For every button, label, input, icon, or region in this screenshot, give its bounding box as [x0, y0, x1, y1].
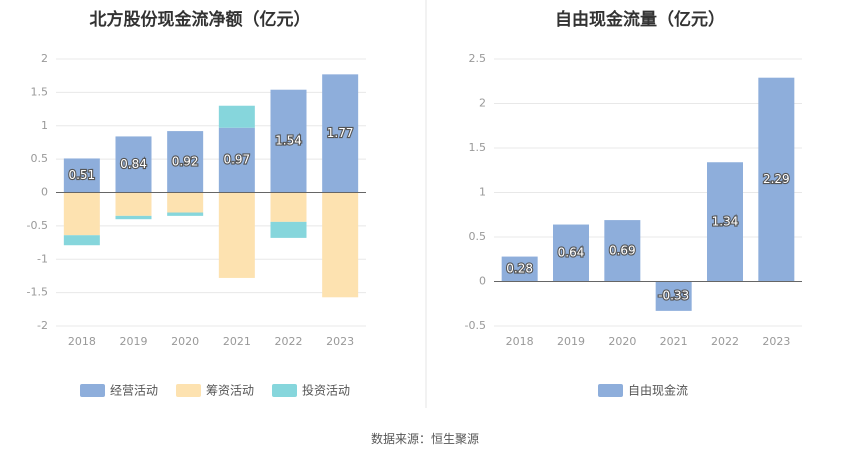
legend-swatch: [80, 384, 105, 397]
data-label: 0.84: [120, 157, 147, 171]
legend-label: 自由现金流: [628, 383, 688, 398]
y-tick-label: 1.5: [469, 141, 487, 154]
legend-swatch: [176, 384, 201, 397]
y-tick-label: 1: [479, 186, 486, 199]
data-label: 0.64: [558, 246, 585, 260]
bar-经营活动-2022: [270, 89, 307, 193]
bar-自由现金流-2022: [707, 162, 743, 282]
x-tick-label: 2018: [68, 335, 96, 348]
legend-label: 筹资活动: [206, 384, 254, 398]
cashflow-net-chart: 北方股份现金流净额（亿元） 2 1.5 1 0.5 0 -0.5 -1 -1.5 -2 0.51 20…: [27, 9, 366, 398]
y-tick-label: 0: [479, 275, 486, 288]
bar-筹资活动-2023: [322, 192, 359, 298]
y-tick-label: 2.5: [469, 52, 487, 65]
y-tick-label: -0.5: [465, 319, 486, 332]
bar-自由现金流-2018: [501, 256, 538, 282]
y-tick-label: 0.5: [469, 230, 487, 243]
chart-title: 北方股份现金流净额（亿元）: [90, 9, 311, 30]
x-tick-label: 2021: [660, 335, 688, 348]
legend-label: 投资活动: [302, 383, 350, 398]
y-tick-label: -2: [37, 319, 48, 332]
x-tick-label: 2022: [711, 335, 739, 348]
data-label: -0.33: [658, 289, 689, 303]
legend-swatch: [272, 384, 297, 397]
x-tick-label: 2023: [326, 335, 354, 348]
data-label: 1.34: [712, 214, 739, 228]
y-tick-label: -0.5: [27, 219, 48, 232]
chart-title: 自由现金流量（亿元）: [555, 9, 725, 30]
bar-投资活动-2021: [218, 105, 255, 128]
data-source: 数据来源：恒生聚源: [370, 432, 479, 446]
data-label: 1.77: [327, 126, 354, 140]
bar-经营活动-2020: [167, 131, 204, 193]
y-tick-label: 0: [41, 186, 48, 199]
y-tick-label: 2: [41, 52, 48, 65]
y-tick-label: 1.5: [31, 85, 49, 98]
data-label: 0.28: [506, 262, 533, 276]
bar-投资活动-2022: [270, 221, 307, 238]
x-tick-label: 2020: [608, 335, 636, 348]
bar-筹资活动-2018: [63, 192, 100, 236]
bar-筹资活动-2019: [115, 192, 152, 216]
x-tick-label: 2021: [223, 335, 251, 348]
x-tick-label: 2018: [506, 335, 534, 348]
bar-经营活动-2019: [115, 136, 152, 193]
y-tick-label: 1: [41, 119, 48, 132]
data-label: 0.97: [223, 153, 250, 167]
x-tick-label: 2019: [557, 335, 585, 348]
bar-自由现金流-2021: [655, 281, 692, 311]
x-tick-label: 2022: [275, 335, 303, 348]
x-tick-label: 2023: [762, 335, 790, 348]
bar-筹资活动-2022: [270, 192, 307, 222]
legend-label: 经营活动: [110, 384, 158, 398]
data-label: 1.54: [275, 134, 302, 148]
bar-经营活动-2021: [218, 127, 255, 193]
bar-经营活动-2023: [322, 74, 359, 193]
y-tick-label: -1.5: [27, 286, 48, 299]
data-label: 0.51: [68, 168, 95, 182]
bar-筹资活动-2021: [218, 192, 255, 278]
y-tick-label: -1: [37, 252, 48, 265]
x-tick-label: 2020: [171, 335, 199, 348]
legend-swatch: [598, 384, 623, 397]
x-tick-label: 2019: [120, 335, 148, 348]
data-label: 2.29: [763, 172, 790, 186]
data-label: 0.92: [172, 154, 199, 168]
bar-投资活动-2019: [115, 215, 152, 220]
bar-自由现金流-2019: [553, 224, 589, 282]
bar-经营活动-2018: [63, 158, 100, 193]
bar-筹资活动-2020: [167, 192, 204, 213]
y-tick-label: 0.5: [31, 152, 49, 165]
bar-自由现金流-2020: [604, 220, 641, 282]
y-tick-label: 2: [479, 97, 486, 110]
bar-投资活动-2020: [167, 212, 204, 216]
bar-自由现金流-2023: [758, 77, 795, 282]
free-cashflow-chart: 自由现金流量（亿元） 2.5 2 1.5 1 0.5 0 -0.5 0.28 2018 0.64 20…: [465, 9, 802, 398]
data-label: 0.69: [609, 243, 636, 257]
bar-投资活动-2018: [63, 235, 100, 246]
